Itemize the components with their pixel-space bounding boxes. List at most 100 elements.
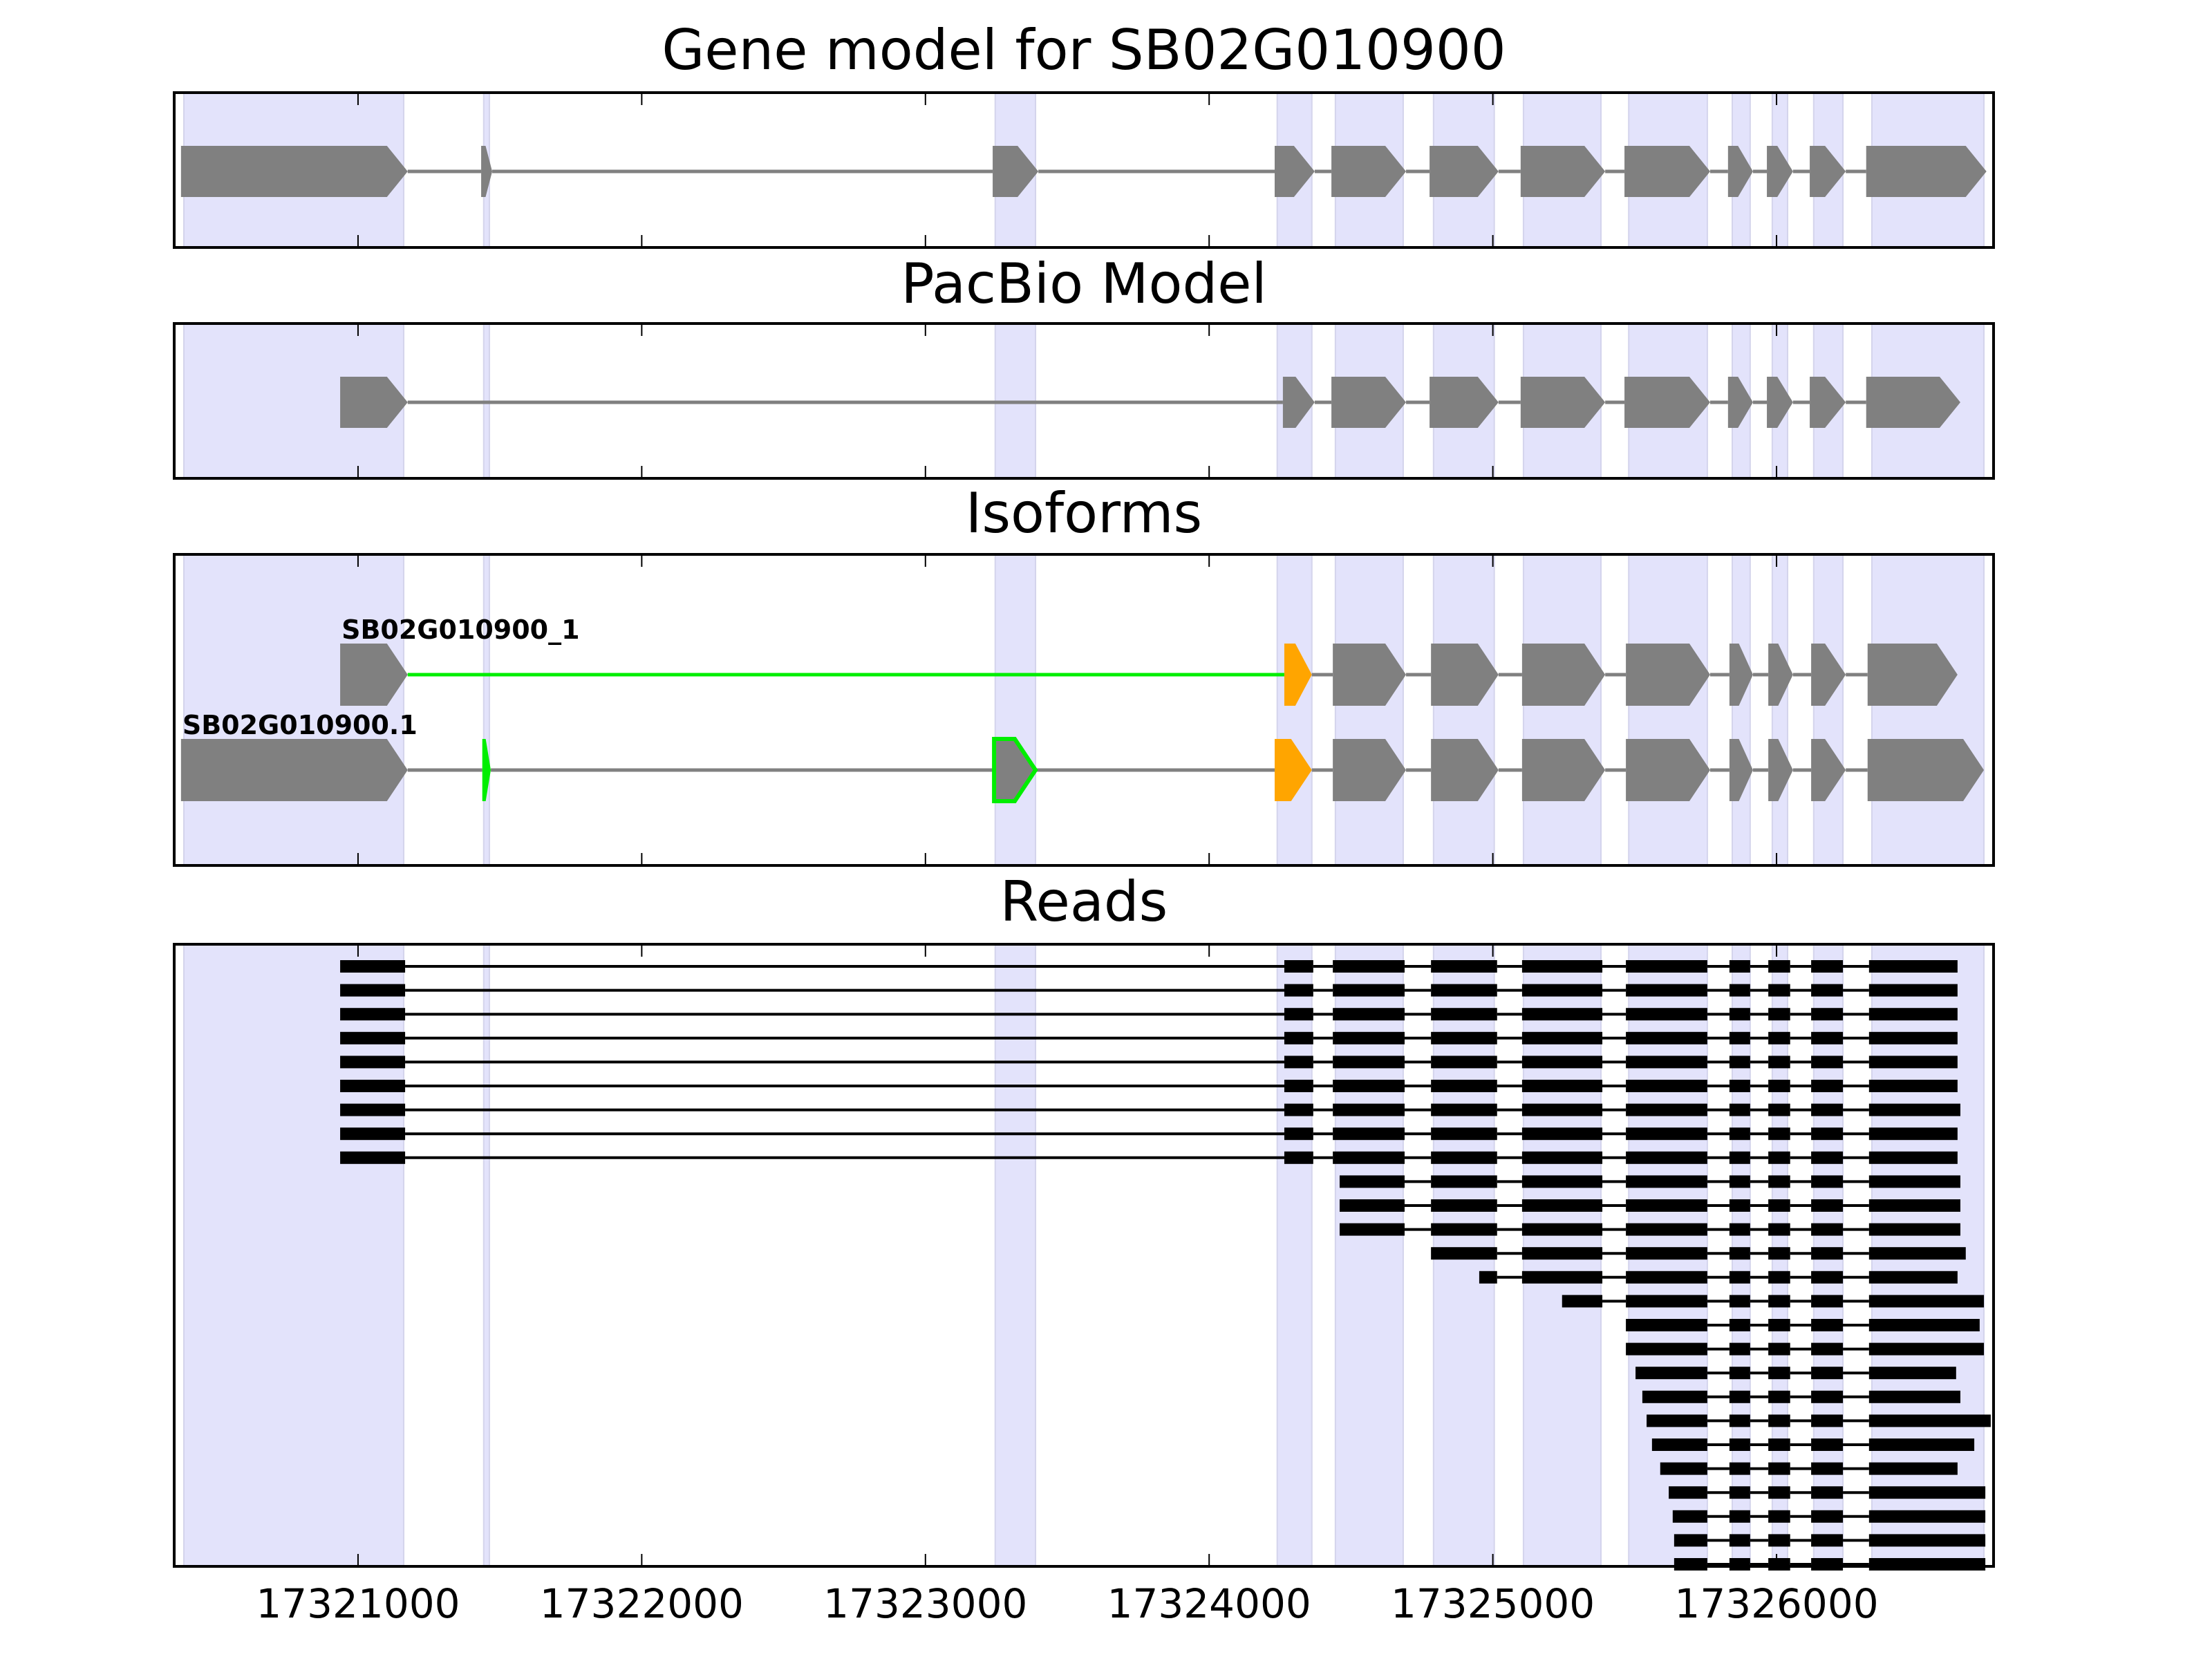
exon xyxy=(1430,377,1499,428)
read-exon xyxy=(1672,1510,1707,1523)
read-exon xyxy=(1811,1127,1844,1141)
read-exon xyxy=(1768,1175,1790,1188)
read-exon xyxy=(1868,1031,1958,1044)
read-exon xyxy=(1729,1342,1750,1356)
read xyxy=(1626,1342,1985,1356)
read xyxy=(340,1008,1958,1021)
exon-region-shade xyxy=(1871,554,1985,866)
read-exon xyxy=(1868,1558,1986,1571)
read-exon xyxy=(1431,1151,1497,1164)
isoform-label: SB02G010900.1 xyxy=(182,710,418,740)
exon-region-shade xyxy=(1276,944,1313,1567)
axes-frame xyxy=(173,322,1995,480)
read-exon xyxy=(1635,1367,1707,1380)
exon xyxy=(1729,644,1753,706)
exon xyxy=(993,146,1039,197)
read-exon xyxy=(1768,1080,1790,1092)
read-exon xyxy=(1729,1438,1750,1451)
read-exon xyxy=(1729,1247,1750,1260)
read-exon xyxy=(1626,1319,1707,1331)
exon-region-shade xyxy=(1732,554,1751,866)
panel-title-pacbio: PacBio Model xyxy=(901,252,1266,316)
read-exon xyxy=(1339,1223,1405,1236)
exon xyxy=(1727,146,1753,197)
read xyxy=(1562,1295,1985,1308)
read-exon xyxy=(1768,1367,1790,1380)
read-exon xyxy=(1521,1247,1603,1260)
read-exon xyxy=(1768,1438,1790,1451)
read-exon xyxy=(1339,1175,1405,1188)
x-tick-label: 17326000 xyxy=(1674,1580,1878,1627)
read-exon xyxy=(1626,1031,1707,1044)
exon xyxy=(1430,146,1499,197)
read xyxy=(340,1103,1960,1116)
read-exon xyxy=(1521,1199,1603,1212)
read-exon xyxy=(1431,984,1497,997)
read xyxy=(1479,1271,1958,1284)
read-exon xyxy=(1729,1031,1750,1044)
read-exon xyxy=(1768,1462,1790,1475)
exon xyxy=(481,146,493,197)
exon xyxy=(1810,377,1846,428)
exon xyxy=(1626,644,1710,706)
read-exon xyxy=(1868,1486,1986,1499)
read-exon xyxy=(1431,1127,1497,1141)
read-exon xyxy=(1811,1534,1844,1547)
read-exon xyxy=(1333,1008,1405,1021)
read-exon xyxy=(1521,1056,1603,1069)
read-exon xyxy=(1651,1438,1707,1451)
read-exon xyxy=(1811,1175,1844,1188)
exon xyxy=(1624,377,1710,428)
read-exon xyxy=(1521,1031,1603,1044)
x-tick-label: 17325000 xyxy=(1391,1580,1595,1627)
read-exon xyxy=(340,1080,406,1092)
read-exon xyxy=(1333,1080,1405,1092)
read-exon xyxy=(340,1103,406,1116)
read xyxy=(340,984,1958,997)
read-exon xyxy=(1333,984,1405,997)
read-exon xyxy=(1431,1199,1497,1212)
exon xyxy=(1333,739,1407,801)
read-exon xyxy=(1768,1390,1790,1403)
read-exon xyxy=(1729,1103,1750,1116)
read-exon xyxy=(1729,960,1750,973)
exon xyxy=(1768,739,1793,801)
read-exon xyxy=(1284,984,1313,997)
read-exon xyxy=(1768,1414,1790,1427)
read-exon xyxy=(1626,1271,1707,1284)
exon xyxy=(1767,146,1793,197)
read-exon xyxy=(1521,1175,1603,1188)
read-exon xyxy=(1811,1558,1844,1571)
read-exon xyxy=(1521,1271,1603,1284)
read-exon xyxy=(1811,1367,1844,1380)
read-exon xyxy=(1729,1367,1750,1380)
exon xyxy=(1810,146,1846,197)
read-exon xyxy=(1811,1008,1844,1021)
read-exon xyxy=(1868,1414,1991,1427)
read-exon xyxy=(1521,1223,1603,1236)
read-exon xyxy=(1284,1056,1313,1069)
read-exon xyxy=(340,1008,406,1021)
read-exon xyxy=(1284,1151,1313,1164)
read-exon xyxy=(1811,1247,1844,1260)
read-exon xyxy=(1626,1103,1707,1116)
read-exon xyxy=(1729,1558,1750,1571)
axes-frame xyxy=(173,553,1995,867)
panel-reads xyxy=(173,943,1995,1571)
exon xyxy=(1521,644,1606,706)
read-exon xyxy=(1768,1558,1790,1571)
read-exon xyxy=(340,1031,406,1044)
exon xyxy=(1331,146,1407,197)
read-exon xyxy=(1626,1342,1707,1356)
read-exon xyxy=(1729,1390,1750,1403)
read-exon xyxy=(1868,1247,1966,1260)
read-exon xyxy=(1768,1534,1790,1547)
read-exon xyxy=(1868,1295,1985,1308)
read-exon xyxy=(1431,960,1497,973)
read-exon xyxy=(1284,1103,1313,1116)
exon xyxy=(1867,644,1958,706)
read-exon xyxy=(1729,1056,1750,1069)
x-axis: 17321000 17322000 17323000 17324000 17325000… xyxy=(256,1580,1878,1627)
read-exon xyxy=(1768,1319,1790,1331)
exon xyxy=(340,644,408,706)
